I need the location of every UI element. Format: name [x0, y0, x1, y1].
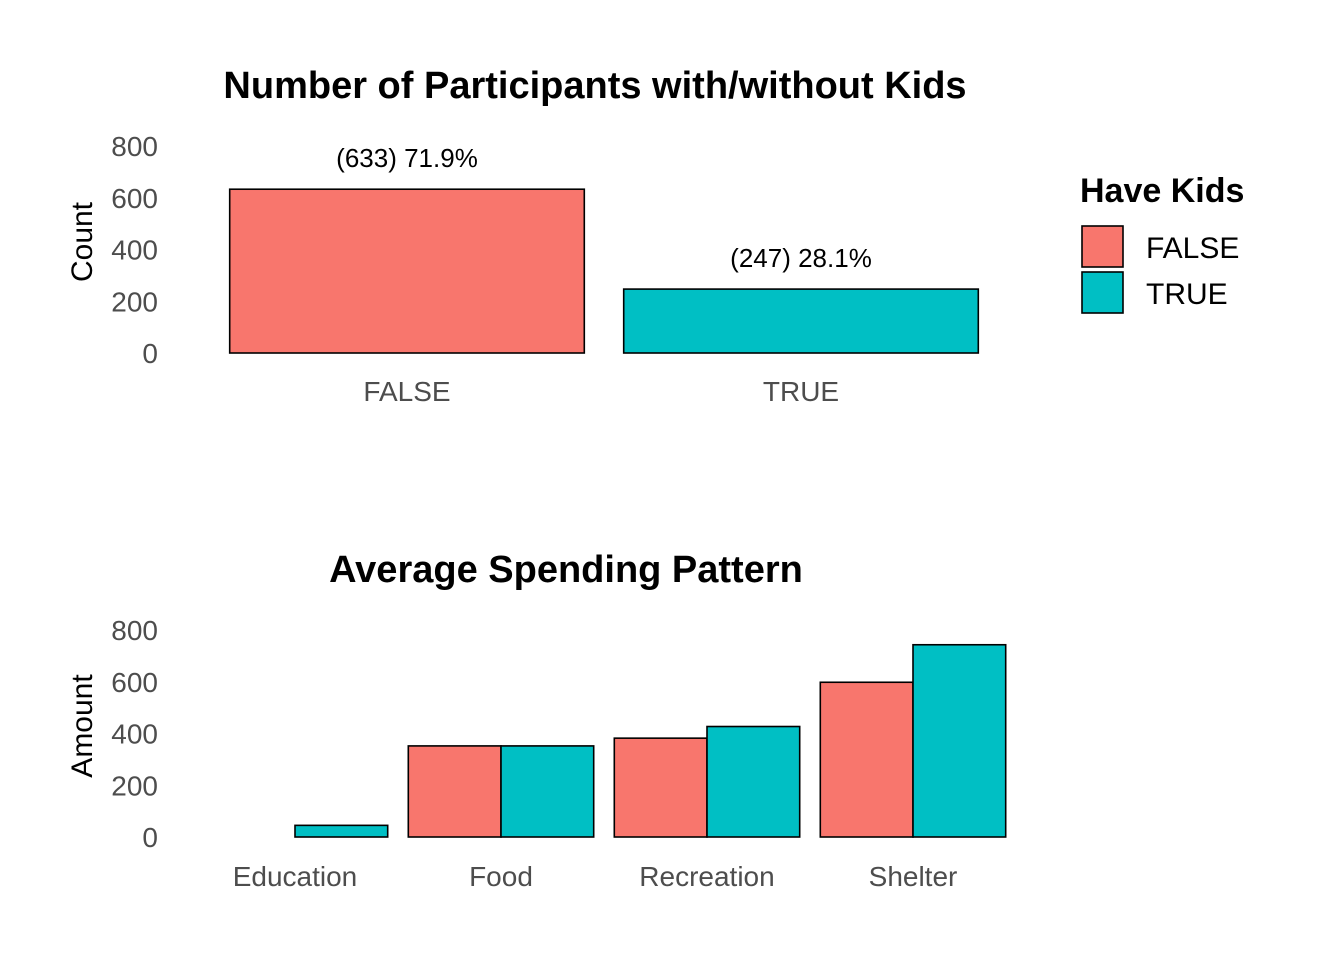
spending-y-tick-label: 600: [111, 667, 158, 698]
legend-label-false: FALSE: [1146, 232, 1239, 265]
spending-bars: [294, 643, 1007, 838]
participants-x-tick-label: TRUE: [763, 376, 839, 407]
legend-swatch-true: [1081, 271, 1124, 314]
legend: Have Kids FALSE TRUE: [1080, 172, 1244, 314]
spending-x-tick-label: Food: [469, 861, 533, 892]
legend-swatch-false: [1081, 225, 1124, 268]
spending-y-ticks: 0 200 400 600 800: [111, 615, 158, 853]
participants-x-ticks: FALSE TRUE: [363, 376, 839, 407]
spending-x-ticks: Education Food Recreation Shelter: [233, 861, 958, 892]
participants-data-label: (247) 28.1%: [730, 243, 872, 273]
participants-bars: [228, 188, 980, 354]
participants-x-tick-label: FALSE: [363, 376, 450, 407]
spending-x-tick-label: Shelter: [869, 861, 958, 892]
participants-bar-false: [228, 188, 586, 354]
participants-y-tick-label: 0: [142, 338, 158, 369]
spending-bar-food-false: [407, 745, 502, 838]
participants-chart-title: Number of Participants with/without Kids: [223, 65, 966, 107]
spending-bar-shelter-true: [912, 643, 1007, 838]
spending-y-tick-label: 400: [111, 719, 158, 750]
spending-bar-food-true: [500, 745, 595, 838]
participants-data-labels: (633) 71.9% (247) 28.1%: [336, 143, 872, 273]
participants-data-label: (633) 71.9%: [336, 143, 478, 173]
spending-bar-shelter-false: [819, 681, 914, 838]
participants-y-tick-label: 800: [111, 131, 158, 162]
participants-chart: Number of Participants with/without Kids…: [66, 65, 980, 407]
spending-chart: Average Spending Pattern Amount 0 200 400 6…: [66, 549, 1007, 892]
participants-y-tick-label: 600: [111, 183, 158, 214]
spending-y-tick-label: 800: [111, 615, 158, 646]
participants-y-tick-label: 400: [111, 235, 158, 266]
legend-items: FALSE TRUE: [1081, 225, 1239, 314]
spending-y-tick-label: 0: [142, 822, 158, 853]
participants-y-axis-title: Count: [66, 201, 99, 282]
spending-bar-recreation-true: [706, 725, 801, 838]
spending-chart-title: Average Spending Pattern: [329, 549, 803, 591]
spending-y-axis-title: Amount: [66, 674, 99, 778]
spending-y-tick-label: 200: [111, 770, 158, 801]
legend-label-true: TRUE: [1146, 278, 1228, 311]
spending-x-tick-label: Education: [233, 861, 358, 892]
spending-x-tick-label: Recreation: [639, 861, 774, 892]
spending-bar-recreation-false: [613, 737, 708, 838]
participants-y-tick-label: 200: [111, 286, 158, 317]
legend-title: Have Kids: [1080, 172, 1244, 210]
spending-bar-education-true: [294, 824, 389, 838]
participants-bar-true: [622, 288, 980, 354]
participants-y-ticks: 0 200 400 600 800: [111, 131, 158, 369]
